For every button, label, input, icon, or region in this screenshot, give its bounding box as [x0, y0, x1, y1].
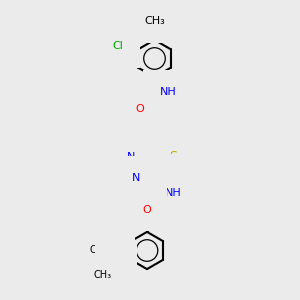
Text: O: O	[142, 205, 151, 215]
Text: CH₃: CH₃	[89, 245, 108, 255]
Text: NH: NH	[165, 188, 182, 198]
Text: CH₃: CH₃	[93, 270, 112, 280]
Text: S: S	[154, 138, 161, 151]
Text: NH: NH	[160, 87, 176, 97]
Text: N: N	[127, 152, 135, 162]
Text: O: O	[112, 258, 120, 268]
Text: O: O	[109, 235, 118, 245]
Text: Cl: Cl	[112, 41, 123, 51]
Text: O: O	[135, 104, 144, 114]
Text: N: N	[132, 173, 140, 183]
Text: CH₃: CH₃	[144, 16, 165, 26]
Text: S: S	[169, 150, 177, 163]
Text: S: S	[163, 172, 171, 186]
